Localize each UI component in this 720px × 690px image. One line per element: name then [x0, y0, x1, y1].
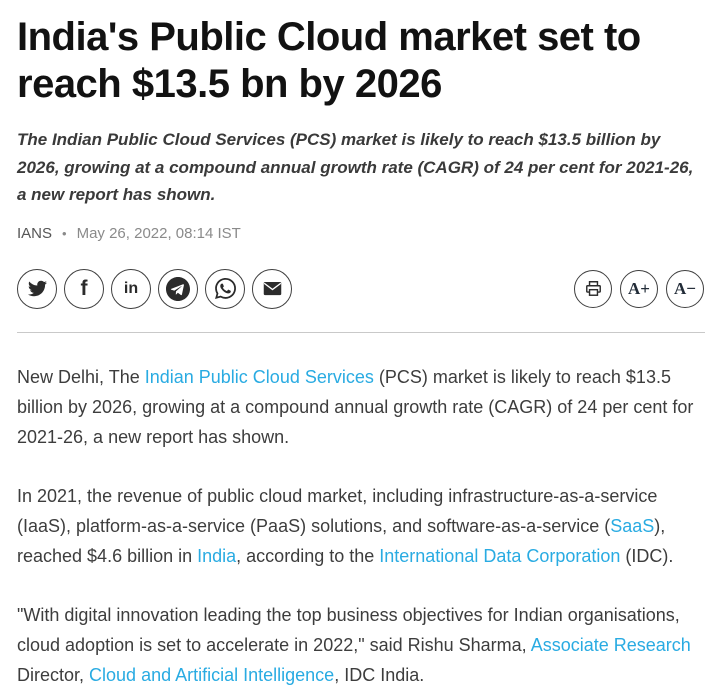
article-link[interactable]: India: [197, 545, 237, 566]
article-text: (IDC).: [620, 545, 674, 566]
article-text: , IDC India.: [334, 664, 425, 685]
telegram-icon: [166, 276, 190, 301]
facebook-share-button[interactable]: f: [64, 268, 104, 309]
facebook-icon: f: [80, 277, 88, 301]
article-subtitle: The Indian Public Cloud Services (PCS) m…: [17, 130, 694, 204]
byline: IANS • May 26, 2022, 08:14 IST: [17, 225, 704, 242]
article-text: New Delhi, The: [17, 366, 145, 387]
article-paragraph: New Delhi, The Indian Public Cloud Servi…: [17, 362, 704, 452]
article-text: , according to the: [236, 545, 380, 566]
linkedin-share-button[interactable]: in: [111, 268, 151, 309]
article-link[interactable]: SaaS: [610, 515, 655, 536]
article-paragraph: In 2021, the revenue of public cloud mar…: [17, 481, 704, 571]
article-title: India's Public Cloud market set to reach…: [17, 15, 641, 107]
article-text: Director,: [17, 664, 90, 685]
email-icon: [262, 278, 283, 299]
article-text: ), reached $4.6 billion in: [17, 515, 666, 566]
divider: [17, 331, 705, 333]
page-tools: A+ A−: [574, 269, 704, 308]
byline-date: May 26, 2022, 08:14 IST: [76, 224, 241, 242]
whatsapp-icon: [214, 278, 236, 300]
font-increase-button[interactable]: A+: [620, 269, 658, 308]
byline-separator: •: [62, 225, 67, 241]
twitter-icon: [27, 279, 47, 298]
share-buttons: f in: [17, 268, 292, 309]
article-text: (PCS) market is likely to reach $13.5 bi…: [17, 366, 694, 447]
article-paragraph: "With digital innovation leading the top…: [17, 600, 704, 690]
article-text: In 2021, the revenue of public cloud mar…: [17, 485, 658, 536]
whatsapp-share-button[interactable]: [205, 268, 245, 309]
font-decrease-button[interactable]: A−: [666, 269, 704, 308]
print-button[interactable]: [574, 269, 612, 308]
font-increase-label: A+: [628, 278, 650, 298]
twitter-share-button[interactable]: [17, 268, 57, 309]
font-decrease-label: A−: [674, 278, 696, 298]
article-link[interactable]: Associate Research: [530, 634, 691, 655]
byline-source: IANS: [17, 224, 53, 242]
linkedin-icon: in: [123, 279, 139, 297]
telegram-share-button[interactable]: [158, 268, 198, 309]
article-body: New Delhi, The Indian Public Cloud Servi…: [17, 362, 704, 690]
printer-icon: [584, 279, 603, 298]
article-link[interactable]: Cloud and Artificial Intelligence: [89, 664, 335, 685]
article-link[interactable]: Indian Public Cloud Services: [144, 366, 374, 387]
email-share-button[interactable]: [252, 268, 292, 309]
article-link[interactable]: International Data Corporation: [379, 545, 621, 566]
share-toolbar: f in A+ A−: [17, 268, 704, 309]
